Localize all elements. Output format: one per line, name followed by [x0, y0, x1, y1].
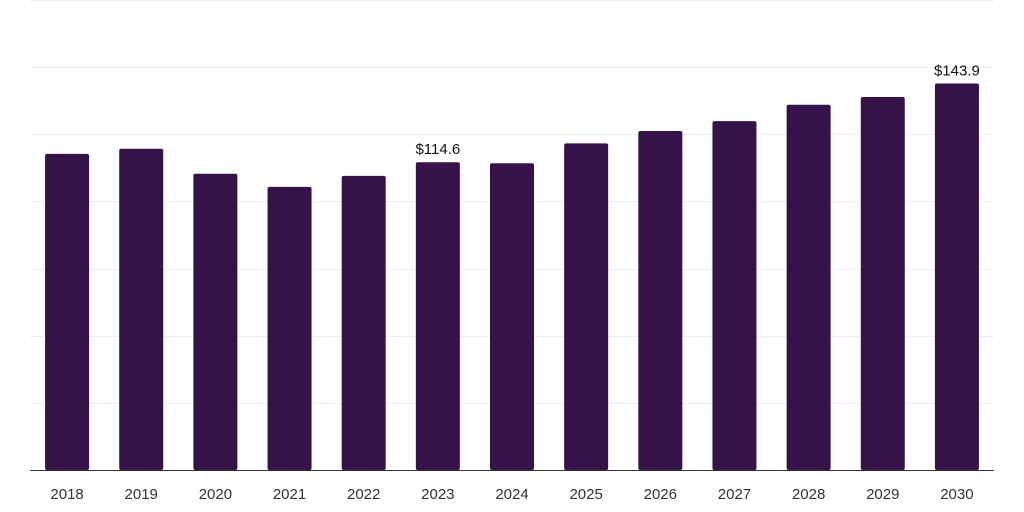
bar-2021[interactable] [267, 186, 312, 470]
bar-2023[interactable] [415, 162, 460, 470]
bar-2022[interactable] [341, 175, 386, 470]
bars [45, 83, 979, 471]
bar-2030[interactable] [934, 83, 979, 470]
data-label-2023: $114.6 [415, 141, 460, 158]
bar-2019[interactable] [119, 148, 164, 471]
x-tick-label: 2020 [199, 486, 232, 503]
x-tick-label: 2023 [421, 486, 454, 503]
x-tick-label: 2022 [347, 486, 380, 503]
x-tick-label: 2019 [125, 486, 158, 503]
bar-2028[interactable] [786, 104, 831, 471]
x-tick-label: 2026 [644, 486, 677, 503]
bar-2026[interactable] [638, 131, 683, 470]
x-tick-label: 2027 [718, 486, 751, 503]
data-label-2030: $143.9 [934, 63, 980, 80]
x-tick-label: 2028 [792, 486, 825, 503]
bar-2029[interactable] [860, 96, 905, 470]
x-tick-label: 2029 [866, 486, 899, 503]
data-labels: $114.6 $143.9 [415, 63, 979, 159]
bar-2018[interactable] [45, 153, 90, 470]
x-tick-label: 2018 [50, 486, 83, 503]
x-axis-ticks: 2018 2019 2020 2021 2022 2023 2024 2025 2026 2027… [50, 486, 973, 503]
x-tick-label: 2021 [273, 486, 306, 503]
bar-2020[interactable] [193, 173, 238, 470]
bar-2024[interactable] [490, 163, 534, 471]
x-tick-label: 2025 [569, 486, 602, 503]
x-tick-label: 2024 [495, 486, 528, 503]
bar-2025[interactable] [564, 143, 609, 471]
x-tick-label: 2030 [940, 486, 973, 503]
bar-2027[interactable] [712, 121, 757, 470]
